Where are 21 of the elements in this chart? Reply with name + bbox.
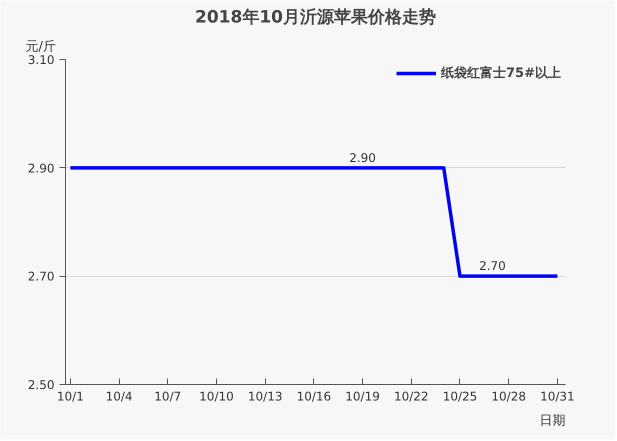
x-tick-label: 10/1 xyxy=(56,390,84,404)
legend-label: 纸袋红富士75#以上 xyxy=(441,64,561,82)
data-label: 2.70 xyxy=(479,259,506,274)
y-axis-title: 元/斤 xyxy=(26,40,56,54)
x-tick-label: 10/13 xyxy=(248,390,282,404)
chart-title: 2018年10月沂源苹果价格走势 xyxy=(195,8,436,28)
x-tick-label: 10/22 xyxy=(394,390,429,404)
y-tick-label: 2.90 xyxy=(28,161,54,176)
x-tick-label: 10/28 xyxy=(491,390,526,404)
x-tick-label: 10/10 xyxy=(199,390,234,404)
x-tick-label: 10/16 xyxy=(296,390,332,404)
x-tick-label: 10/19 xyxy=(345,390,380,404)
x-axis-title: 日期 xyxy=(540,414,566,428)
y-tick-label: 3.10 xyxy=(28,53,54,67)
y-tick-label: 2.70 xyxy=(28,270,54,284)
x-tick-label: 10/25 xyxy=(442,390,478,404)
x-tick-label: 10/4 xyxy=(106,390,133,404)
y-tick-label: 2.50 xyxy=(28,378,54,392)
x-tick-label: 10/31 xyxy=(540,390,575,404)
x-tick-label: 10/7 xyxy=(154,390,182,404)
data-label: 2.90 xyxy=(349,150,376,165)
